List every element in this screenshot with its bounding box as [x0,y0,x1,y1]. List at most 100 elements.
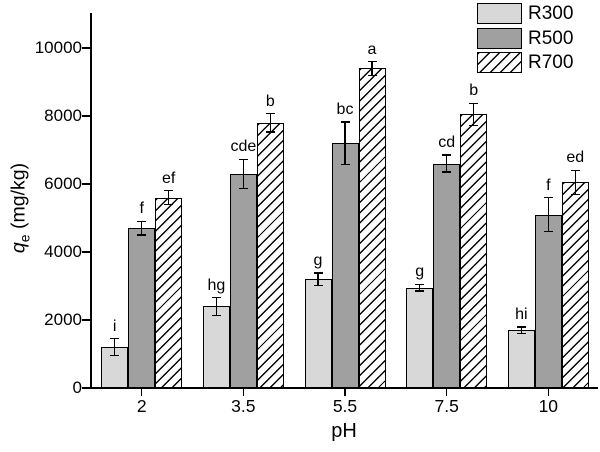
x-axis-tick-label: 3.5 [231,396,256,416]
y-axis-tick-label: 0 [72,378,82,397]
error-bar [344,122,346,165]
error-bar-cap-top [469,102,479,105]
x-axis-tick-label: 10 [538,396,559,416]
x-axis-line [89,387,598,389]
bar-r300-ph7.5 [406,287,434,388]
x-axis-tick-label: 5.5 [332,396,358,416]
error-bar-cap-bottom [415,290,425,292]
error-bar-cap-bottom [164,203,174,206]
error-bar [242,159,244,189]
significance-label: cde [230,138,257,156]
x-axis-tick-label: 2 [136,396,147,416]
error-bar [114,338,116,356]
error-bar [168,190,170,205]
error-bar-cap-top [137,220,147,223]
legend: R300 R500 R700 [477,3,573,77]
significance-label: g [415,263,425,281]
bar-r700-ph5.5 [358,68,386,388]
significance-label: f [139,200,144,218]
error-bar-cap-top [313,272,323,274]
error-bar-cap-top [110,338,120,340]
error-bar-cap-bottom [137,234,147,236]
legend-label-r700: R700 [528,52,574,73]
error-bar-cap-top [164,190,174,192]
significance-label: ef [162,169,176,187]
bar-r300-ph10 [507,330,535,388]
x-axis-tick [140,389,143,396]
error-bar-cap-top [516,326,526,328]
y-axis-line [90,13,92,389]
y-axis-title-unit: (mg/kg) [7,162,30,235]
error-bar-cap-top [367,60,377,63]
error-bar [419,284,421,292]
error-bar-cap-bottom [442,171,452,173]
error-bar-cap-top [340,121,350,123]
significance-label: f [546,176,551,194]
bar-r500-ph2 [128,228,156,388]
bar-r700-ph7.5 [460,114,488,388]
x-axis-title: pH [331,420,357,442]
y-axis-title-variable: q [7,242,30,254]
significance-label: g [313,252,323,270]
error-bar [141,221,143,235]
significance-label: b [265,92,275,110]
y-axis-tick [82,251,90,253]
bar-r500-ph5.5 [331,143,359,388]
legend-label-r500: R500 [528,27,574,49]
significance-label: hi [515,306,528,324]
error-bar-cap-bottom [110,355,120,357]
y-axis-tick-label: 10000 [34,38,82,58]
error-bar-cap-bottom [238,187,248,190]
error-bar-cap-bottom [367,74,377,76]
x-axis-tick [547,389,550,396]
error-bar [269,113,271,132]
significance-label: bc [336,101,354,119]
significance-label: i [112,317,117,335]
error-bar-cap-top [238,158,248,160]
bar-r300-ph5.5 [304,279,332,388]
significance-label: b [469,82,479,100]
significance-label: ed [566,149,585,167]
y-axis-tick [82,115,90,117]
error-bar [371,61,373,76]
y-axis-tick [82,47,90,49]
x-axis-tick [445,389,448,396]
bar-r500-ph7.5 [433,163,461,388]
error-bar-cap-bottom [265,131,275,133]
x-axis-tick [242,389,245,396]
error-bar-cap-top [211,296,221,299]
significance-label: cd [438,134,456,152]
y-axis-tick-label: 4000 [44,242,82,261]
error-bar [317,273,319,286]
legend-label-r300: R300 [528,3,574,24]
error-bar-cap-top [265,112,275,115]
x-axis-tick-label: 7.5 [434,396,459,416]
error-bar-cap-top [543,196,553,199]
legend-row: R700 [477,52,573,73]
error-bar-cap-bottom [543,230,553,233]
legend-swatch-r700 [477,52,522,73]
y-axis-tick [82,319,90,321]
error-bar [574,170,576,195]
bar-r500-ph10 [534,214,562,388]
y-axis-tick [82,387,90,389]
bar-r700-ph2 [155,197,183,388]
y-axis-tick-label: 6000 [44,174,82,193]
y-axis-tick-label: 2000 [44,310,82,329]
significance-label: a [367,40,377,58]
error-bar-cap-bottom [313,284,323,286]
bar-r300-ph3.5 [202,306,230,388]
error-bar-cap-bottom [340,163,350,165]
legend-swatch-r300 [477,3,522,24]
x-axis-tick [344,389,346,396]
error-bar-cap-bottom [516,332,526,334]
error-bar [520,327,522,334]
error-bar-cap-top [570,169,580,172]
error-bar-cap-top [442,154,452,156]
error-bar-cap-bottom [570,193,580,195]
error-bar-cap-top [415,283,425,285]
error-bar [473,103,475,126]
legend-swatch-r500 [477,27,522,49]
significance-label: hg [207,276,226,294]
